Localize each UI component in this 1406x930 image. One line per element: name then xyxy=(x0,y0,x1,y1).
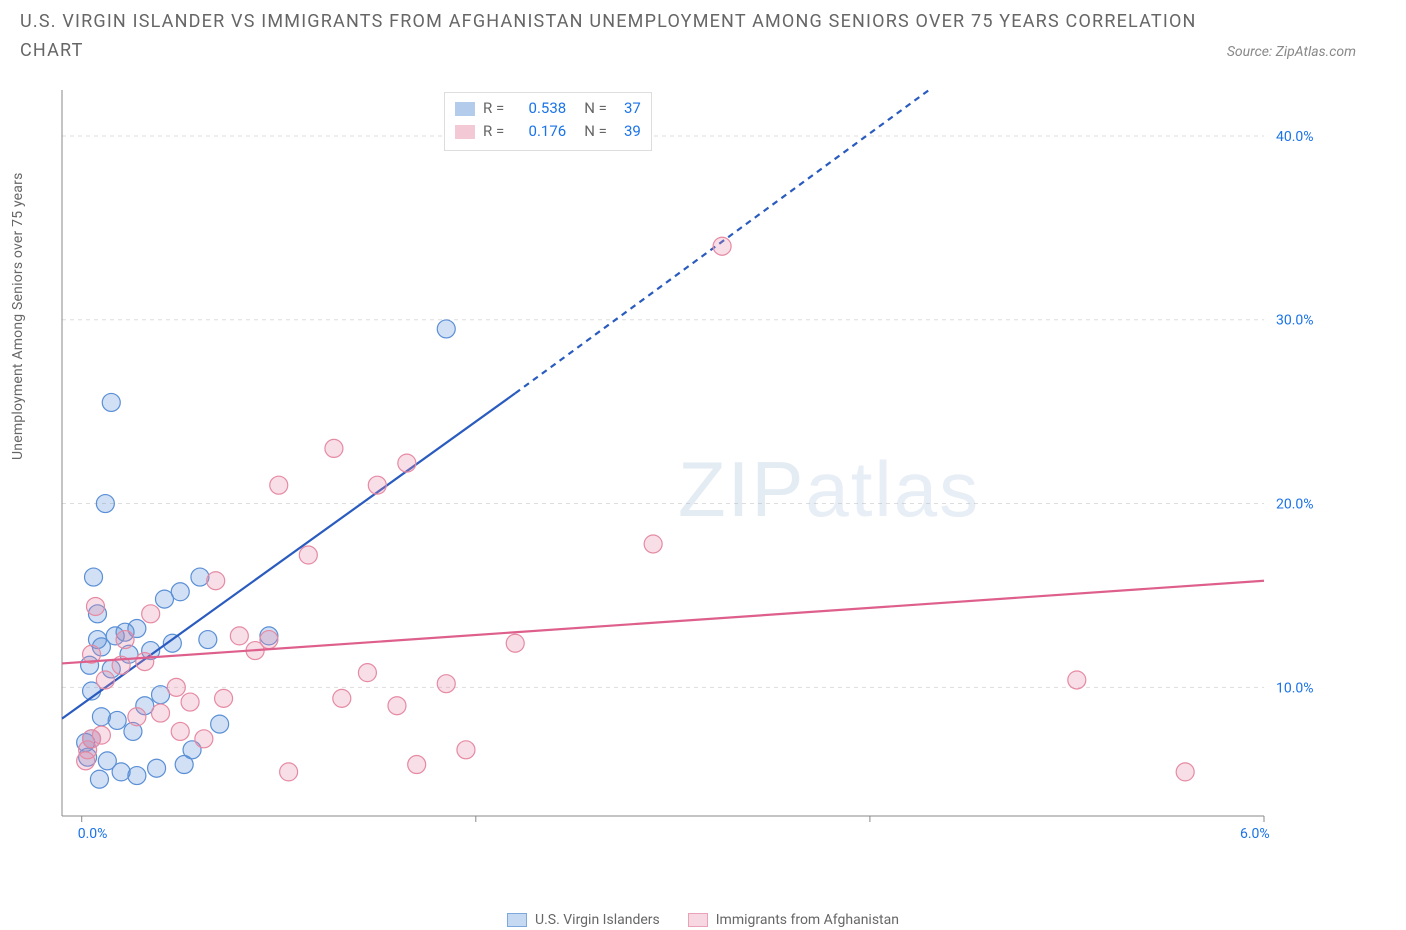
data-point xyxy=(333,689,351,707)
data-point xyxy=(92,708,110,726)
stat-value: 37 xyxy=(615,97,641,120)
stats-legend: R = 0.538 N = 37 R = 0.176 N = 39 xyxy=(444,92,652,151)
y-tick-label: 20.0% xyxy=(1276,497,1314,513)
stat-value: 0.176 xyxy=(512,120,566,143)
data-point xyxy=(230,627,248,645)
data-point xyxy=(299,546,317,564)
y-tick-label: 30.0% xyxy=(1276,313,1314,329)
stat-label: R = xyxy=(483,97,504,120)
data-point xyxy=(152,704,170,722)
data-point xyxy=(128,708,146,726)
data-point xyxy=(437,320,455,338)
data-point xyxy=(181,693,199,711)
data-point xyxy=(171,722,189,740)
data-point xyxy=(1176,763,1194,781)
data-point xyxy=(644,535,662,553)
data-point xyxy=(112,763,130,781)
data-point xyxy=(457,741,475,759)
legend-label: U.S. Virgin Islanders xyxy=(535,912,660,928)
series-legend: U.S. Virgin Islanders Immigrants from Afg… xyxy=(507,912,899,928)
data-point xyxy=(85,568,103,586)
data-point xyxy=(270,476,288,494)
y-tick-label: 10.0% xyxy=(1276,680,1314,696)
data-point xyxy=(325,439,343,457)
data-point xyxy=(207,572,225,590)
legend-swatch xyxy=(507,913,527,927)
legend-swatch xyxy=(688,913,708,927)
data-point xyxy=(199,631,217,649)
data-point xyxy=(388,697,406,715)
data-point xyxy=(86,597,104,615)
stat-label: N = xyxy=(584,120,607,143)
x-tick-label: 0.0% xyxy=(78,826,108,842)
data-point xyxy=(128,767,146,785)
data-point xyxy=(92,726,110,744)
data-point xyxy=(368,476,386,494)
data-point xyxy=(280,763,298,781)
data-point xyxy=(102,393,120,411)
legend-swatch xyxy=(455,125,475,139)
data-point xyxy=(358,664,376,682)
stat-label: R = xyxy=(483,120,504,143)
data-point xyxy=(171,583,189,601)
data-point xyxy=(408,756,426,774)
data-point xyxy=(1068,671,1086,689)
stats-legend-row: R = 0.176 N = 39 xyxy=(455,120,641,143)
data-point xyxy=(506,634,524,652)
data-point xyxy=(116,631,134,649)
legend-label: Immigrants from Afghanistan xyxy=(716,912,899,928)
data-point xyxy=(96,671,114,689)
data-point xyxy=(437,675,455,693)
data-point xyxy=(195,730,213,748)
regression-line xyxy=(62,581,1264,664)
data-point xyxy=(215,689,233,707)
chart-area: 10.0%20.0%30.0%40.0%0.0%6.0% ZIPatlas R … xyxy=(48,84,1380,854)
source-label: Source: ZipAtlas.com xyxy=(1227,44,1356,60)
scatter-chart: 10.0% 20.0% 30.0% 40.0% 0.0% 6.0% xyxy=(48,84,1374,850)
data-point xyxy=(167,678,185,696)
data-point xyxy=(148,759,166,777)
data-point xyxy=(211,715,229,733)
data-point xyxy=(136,653,154,671)
data-point xyxy=(142,605,160,623)
chart-title: U.S. VIRGIN ISLANDER VS IMMIGRANTS FROM … xyxy=(20,8,1227,66)
data-point xyxy=(96,495,114,513)
y-axis-label: Unemployment Among Seniors over 75 years xyxy=(10,173,26,461)
y-tick-label: 40.0% xyxy=(1276,129,1314,145)
x-tick-label: 6.0% xyxy=(1240,826,1270,842)
stat-value: 39 xyxy=(615,120,641,143)
data-point xyxy=(191,568,209,586)
data-point xyxy=(90,770,108,788)
data-point xyxy=(108,711,126,729)
data-point xyxy=(398,454,416,472)
stat-label: N = xyxy=(584,97,607,120)
series-legend-item: Immigrants from Afghanistan xyxy=(688,912,899,928)
data-point xyxy=(713,237,731,255)
stats-legend-row: R = 0.538 N = 37 xyxy=(455,97,641,120)
legend-swatch xyxy=(455,102,475,116)
data-point xyxy=(260,631,278,649)
stat-value: 0.538 xyxy=(512,97,566,120)
regression-line xyxy=(62,393,515,718)
series-legend-item: U.S. Virgin Islanders xyxy=(507,912,660,928)
